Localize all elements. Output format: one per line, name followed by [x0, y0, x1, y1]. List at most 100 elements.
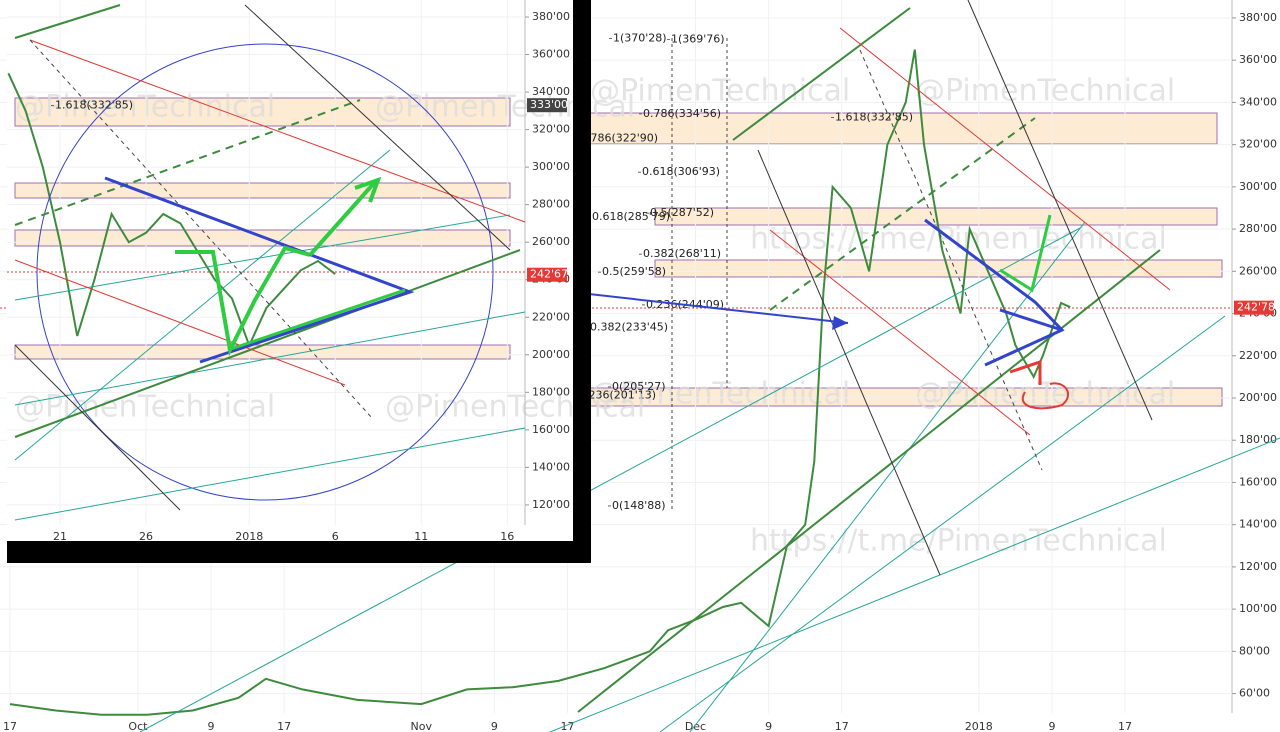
y-tick-label: 360'00: [532, 48, 570, 61]
x-tick-label: 17: [3, 720, 17, 732]
watermark: @PimenTechnical: [915, 377, 1175, 412]
trend-line: [14, 99, 361, 226]
y-tick-label: 200'00: [532, 348, 570, 361]
trend-line: [732, 7, 911, 141]
x-tick-label: 9: [208, 720, 215, 732]
x-tick-label: 2018: [965, 720, 993, 732]
x-tick-label: Dec: [685, 720, 706, 732]
fib-label: 0.618(306'93): [642, 165, 720, 178]
watermark: @PimenTechnical: [915, 74, 1175, 109]
trend-line: [757, 149, 941, 576]
inset-drawings: [7, 4, 526, 521]
zone: [14, 344, 511, 360]
watermark: https://t.me/PimenTechnical: [750, 524, 1167, 559]
trend-line: [14, 259, 346, 386]
fib-label: 1(370'28): [613, 31, 667, 44]
fib-label: 1(369'76): [671, 33, 725, 46]
x-tick-label: 9: [765, 720, 772, 732]
x-tick-label: 26: [139, 530, 153, 543]
y-tick-label: 340'00: [532, 85, 570, 98]
y-tick-label: 100'00: [1239, 602, 1277, 615]
y-tick-label: 120'00: [532, 498, 570, 511]
trend-line: [839, 27, 1171, 291]
x-tick-label: 16: [500, 530, 514, 543]
x-tick-label: 9: [491, 720, 498, 732]
path: [175, 245, 311, 357]
trend-line: [967, 0, 1153, 421]
y-tick-label: 380'00: [1239, 11, 1277, 24]
trend-line: [769, 117, 1036, 311]
fib-label: 0(205'27): [612, 380, 666, 393]
y-tick-label: 300'00: [1239, 180, 1277, 193]
price-line: [7, 72, 336, 349]
x-tick-label: Nov: [411, 720, 433, 732]
y-tick-label: 180'00: [532, 385, 570, 398]
y-tick-label: 60'00: [1239, 687, 1270, 700]
y-tick-label: 280'00: [532, 198, 570, 211]
price-badge: [527, 267, 567, 282]
trend-line: [14, 427, 526, 521]
arrow: [308, 180, 377, 257]
fib-label: 0.5(259'58): [602, 265, 666, 278]
arrow: [999, 214, 1052, 293]
trend-line: [549, 437, 1280, 732]
watermark: https://t.me/PimenTechnical: [750, 222, 1167, 257]
arrow-head: [832, 316, 848, 330]
price-badge-label: 242'78: [1237, 301, 1275, 314]
x-tick-label: 17: [1118, 720, 1132, 732]
trend-line: [14, 214, 511, 301]
y-tick-label: 200'00: [1239, 391, 1277, 404]
curve: [1021, 382, 1069, 410]
trend-line: [659, 315, 1226, 732]
triangle: [924, 218, 1065, 367]
triangle: [104, 176, 415, 364]
trend-line: [14, 149, 391, 461]
trend-line: [769, 229, 1031, 436]
y-tick-label: 80'00: [1239, 644, 1270, 657]
arrow-head: [354, 176, 382, 203]
y-tick-label: 140'00: [532, 460, 570, 473]
fib-label: 1.618(332'85): [835, 110, 913, 123]
zone: [14, 182, 511, 199]
arrow: [1009, 359, 1042, 385]
fib-label: 0.618(285'79): [592, 210, 670, 223]
watermark: @PimenTechnical: [375, 90, 635, 125]
fib-label: 0.382(233'45): [590, 320, 668, 333]
fib-label: 0.786(322'90): [580, 132, 658, 145]
x-tick-label: 17: [561, 720, 575, 732]
line: [227, 288, 406, 352]
y-tick-label: 380'00: [532, 10, 570, 23]
inset-chart: @PimenTechnical @PimenTechnical @PimenTech…: [7, 0, 645, 543]
price-badge-label: 333'00: [530, 98, 568, 111]
x-tick-label: Oct: [128, 720, 148, 732]
frame: [573, 0, 591, 563]
y-tick-label: 280'00: [1239, 222, 1277, 235]
fib-label: 0.382(268'11): [643, 247, 721, 260]
trend-line: [14, 344, 181, 511]
trend-line: [139, 227, 1081, 732]
y-tick-label: 180'00: [1239, 433, 1277, 446]
fib-label: 1.618(332'85): [55, 98, 133, 111]
y-tick-label: 300'00: [532, 160, 570, 173]
triangle: [999, 308, 1063, 332]
frame: [7, 541, 591, 563]
fib-label: 0(148'88): [612, 499, 666, 512]
inset: @PimenTechnical @PimenTechnical @PimenTech…: [7, 0, 645, 563]
trend-line: [29, 39, 526, 223]
watermark: @PimenTechnical: [15, 390, 275, 425]
y-tick-label: 140'00: [1239, 518, 1277, 531]
y-tick-label: 220'00: [1239, 349, 1277, 362]
watermark: @PimenTechnical: [590, 377, 850, 412]
y-tick-label: 260'00: [1239, 264, 1277, 277]
y-tick-label: 320'00: [1239, 138, 1277, 151]
fib-label: 0.236(201'13): [578, 389, 656, 402]
trend-line: [244, 4, 511, 251]
x-tick-label: 2018: [235, 530, 263, 543]
y-tick-label: 320'00: [532, 123, 570, 136]
y-tick-label: 160'00: [1239, 475, 1277, 488]
y-tick-label: 340'00: [1239, 95, 1277, 108]
y-tick-label: 120'00: [1239, 560, 1277, 573]
